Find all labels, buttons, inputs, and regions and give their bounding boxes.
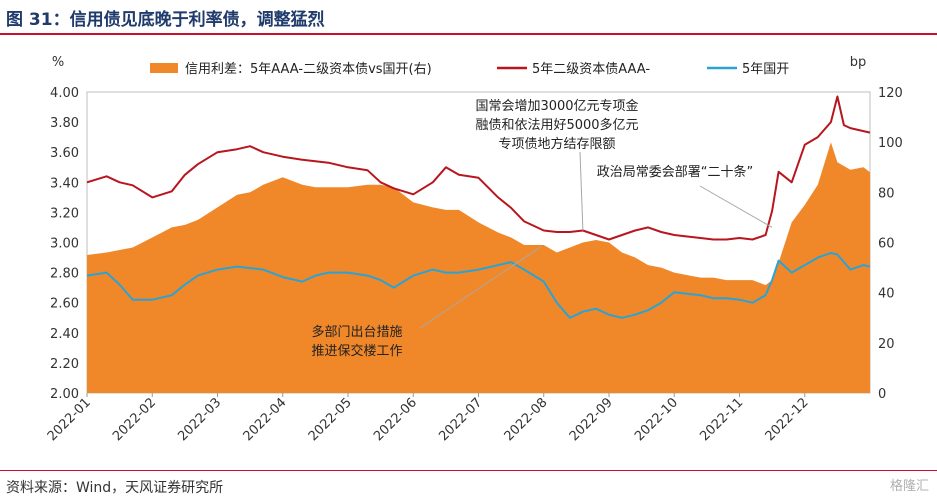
source-note: 资料来源：Wind，天风证券研究所 (6, 480, 224, 496)
left-tick-label: 3.00 (50, 237, 79, 252)
x-tick-label: 2022-05 (306, 395, 355, 444)
left-tick-label: 3.40 (50, 176, 79, 191)
legend-cdb-label: 5年国开 (742, 62, 789, 77)
annotation-text-2: 推进保交楼工作 (311, 343, 402, 359)
spread-chart: 4.00 3.80 3.60 3.40 3.20 3.00 2.80 2.60 2.40 2.20… (45, 55, 903, 444)
right-tick-label: 0 (878, 387, 886, 402)
figure-title-bar: 图 31：信用债见底晚于利率债，调整猛烈 (0, 0, 937, 35)
legend-spread-swatch (150, 63, 178, 73)
x-tick-label: 2022-06 (371, 395, 420, 444)
title-rule (0, 33, 937, 35)
watermark-logo: 格隆汇 (889, 479, 929, 494)
left-tick-label: 2.20 (50, 357, 79, 372)
right-tick-label: 40 (878, 287, 895, 302)
right-tick-label: 80 (878, 186, 895, 201)
figure-title: 图 31：信用债见底晚于利率债，调整猛烈 (6, 10, 325, 30)
credit-spread-area (87, 142, 870, 393)
right-tick-label: 20 (878, 337, 895, 352)
x-tick-label: 2022-07 (436, 395, 485, 444)
right-axis-unit: bp (850, 55, 867, 70)
x-tick-label: 2022-09 (567, 395, 616, 444)
left-tick-label: 4.00 (50, 86, 79, 101)
left-tick-label: 2.00 (50, 387, 79, 402)
source-rule (0, 470, 937, 471)
x-tick-label: 2022-12 (763, 395, 812, 444)
annotation-leader-2 (419, 246, 541, 329)
x-tick-label: 2022-08 (502, 395, 551, 444)
left-tick-label: 2.40 (50, 327, 79, 342)
x-tick-label: 2022-10 (632, 395, 681, 444)
cdb-yield-line (86, 252, 871, 319)
x-tick-label: 2022-01 (45, 395, 94, 444)
annotation-text-2: 多部门出台措施 (311, 324, 402, 340)
annotation-leader-1 (699, 185, 773, 228)
x-tick-label: 2022-02 (110, 395, 159, 444)
left-tick-label: 3.20 (50, 206, 79, 221)
legend-capital-bond-label: 5年二级资本债AAA- (532, 62, 650, 77)
annotation-text-0: 融债和依法用好5000多亿元 (475, 117, 638, 133)
annotation-leader-0 (579, 151, 584, 231)
annotation-text-0: 国常会增加3000亿元专项金 (475, 98, 638, 114)
left-tick-label: 3.80 (50, 116, 79, 131)
annotation-text-1: 政治局常委会部署“二十条” (597, 164, 753, 180)
left-tick-label: 2.60 (50, 297, 79, 312)
annotation-text-0: 专项债地方结存限额 (498, 136, 615, 152)
left-tick-label: 2.80 (50, 267, 79, 282)
legend-spread-label: 信用利差：5年AAA-二级资本债vs国开(右) (185, 62, 432, 77)
left-tick-label: 3.60 (50, 146, 79, 161)
annotations-layer: 国常会增加3000亿元专项金融债和依法用好5000多亿元专项债地方结存限额政治局… (311, 98, 773, 359)
yield-lines-layer (86, 95, 871, 319)
x-tick-label: 2022-11 (697, 395, 746, 444)
x-tick-label: 2022-03 (175, 395, 224, 444)
right-tick-label: 120 (878, 86, 903, 101)
left-axis-unit: % (52, 55, 64, 70)
right-tick-label: 100 (878, 136, 903, 151)
spread-area-layer (87, 142, 870, 393)
x-tick-label: 2022-04 (241, 395, 290, 444)
right-tick-label: 60 (878, 237, 895, 252)
capital-bond-yield-line (86, 95, 871, 241)
legend: 信用利差：5年AAA-二级资本债vs国开(右) 5年二级资本债AAA- 5年国开 (150, 62, 789, 77)
